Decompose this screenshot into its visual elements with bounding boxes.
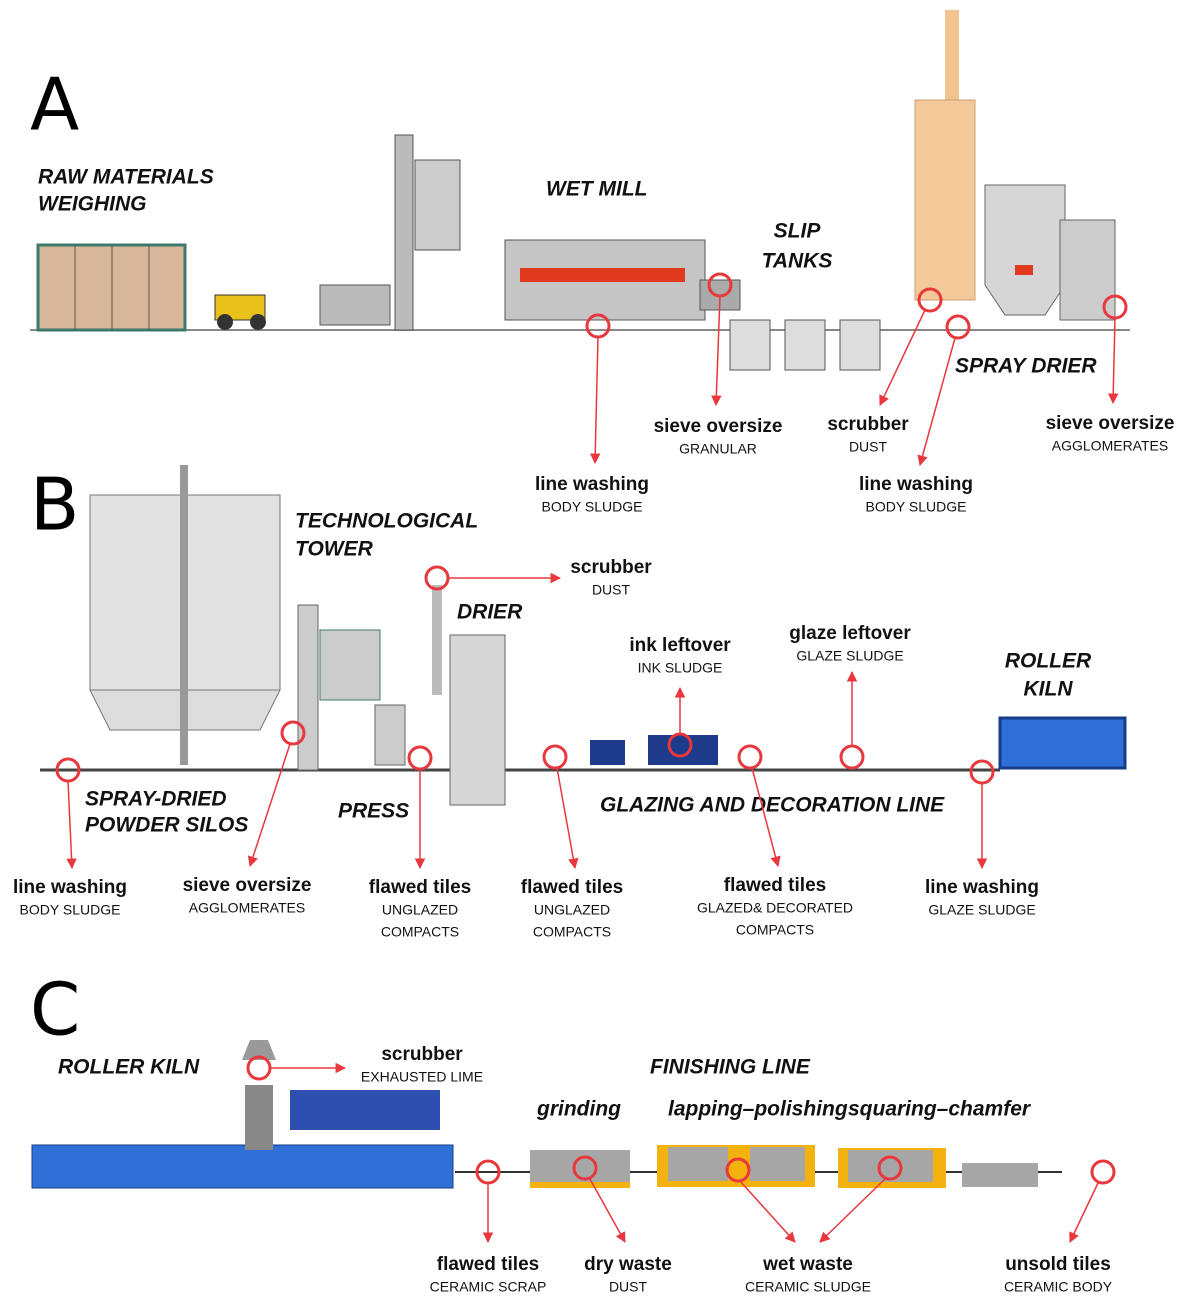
- waste-name: wet waste: [762, 1254, 853, 1275]
- waste-name: sieve oversize: [654, 416, 783, 437]
- stage-label: FINISHING LINE: [650, 1056, 811, 1079]
- stage-label: DRIER: [457, 601, 523, 624]
- waste-point: [877, 1155, 903, 1181]
- waste-arrow: [589, 1178, 626, 1243]
- panel-letter: C: [30, 968, 80, 1052]
- stage-label: PRESS: [338, 800, 409, 823]
- waste-type: EXHAUSTED LIME: [361, 1069, 483, 1085]
- stage-label: SPRAY DRIER: [955, 355, 1097, 378]
- waste-type: CERAMIC BODY: [1004, 1279, 1113, 1295]
- waste-arrow: [1107, 317, 1119, 405]
- waste-point: [542, 744, 568, 770]
- waste-type: COMPACTS: [736, 922, 814, 938]
- waste-point: [725, 1157, 751, 1183]
- waste-name: ink leftover: [629, 635, 731, 656]
- waste-point: [917, 287, 943, 313]
- waste-point: [839, 744, 865, 770]
- waste-type: GLAZE SLUDGE: [928, 902, 1035, 918]
- waste-name: flawed tiles: [369, 877, 471, 898]
- stage-label: WEIGHING: [38, 193, 147, 216]
- waste-arrow: [1069, 1182, 1099, 1243]
- waste-type: UNGLAZED: [534, 902, 610, 918]
- stage-label: grinding: [536, 1098, 621, 1121]
- waste-type: DUST: [849, 439, 888, 455]
- waste-name: flawed tiles: [437, 1254, 539, 1275]
- waste-type: BODY SLUDGE: [542, 499, 643, 515]
- waste-name: unsold tiles: [1005, 1254, 1111, 1275]
- waste-arrow: [819, 1178, 886, 1243]
- waste-name: flawed tiles: [724, 875, 826, 896]
- waste-name: sieve oversize: [1046, 413, 1175, 434]
- waste-type: GRANULAR: [679, 441, 757, 457]
- waste-type: AGGLOMERATES: [189, 900, 305, 916]
- stage-label: RAW MATERIALS: [38, 166, 214, 189]
- waste-arrow: [917, 337, 956, 467]
- waste-arrow: [711, 295, 722, 407]
- waste-type: AGGLOMERATES: [1052, 438, 1168, 454]
- stage-label: squaring–chamfer: [848, 1098, 1032, 1121]
- waste-point: [407, 745, 433, 771]
- stage-label: WET MILL: [546, 178, 647, 201]
- waste-arrow: [66, 780, 77, 870]
- waste-name: line washing: [13, 877, 127, 898]
- stage-label: TANKS: [762, 250, 833, 273]
- stage-label: ROLLER: [1005, 650, 1092, 673]
- stage-label: ROLLER KILN: [58, 1056, 200, 1079]
- panel-a-plant: [30, 10, 1130, 371]
- waste-name: glaze leftover: [789, 623, 911, 644]
- waste-arrow: [247, 743, 291, 867]
- stage-label: KILN: [1024, 678, 1074, 701]
- panel-letter: B: [30, 463, 79, 547]
- waste-name: line washing: [925, 877, 1039, 898]
- waste-type: UNGLAZED: [382, 902, 458, 918]
- stage-label: lapping–polishing: [668, 1098, 848, 1121]
- waste-point: [737, 744, 763, 770]
- waste-point: [280, 720, 306, 746]
- waste-point: [246, 1055, 272, 1081]
- waste-name: scrubber: [381, 1044, 463, 1065]
- panel-b-plant: [40, 465, 1127, 806]
- stage-label: TECHNOLOGICAL: [295, 510, 478, 533]
- stage-label: POWDER SILOS: [85, 814, 248, 837]
- waste-name: line washing: [535, 474, 649, 495]
- waste-name: scrubber: [570, 557, 652, 578]
- waste-type: CERAMIC SLUDGE: [745, 1279, 871, 1295]
- waste-name: flawed tiles: [521, 877, 623, 898]
- waste-point: [572, 1155, 598, 1181]
- waste-type: COMPACTS: [533, 924, 611, 940]
- waste-type: GLAZE SLUDGE: [796, 648, 903, 664]
- waste-arrow: [589, 336, 601, 465]
- waste-point: [1090, 1159, 1116, 1185]
- waste-name: line washing: [859, 474, 973, 495]
- waste-name: scrubber: [827, 414, 909, 435]
- waste-point: [667, 732, 693, 758]
- waste-type: BODY SLUDGE: [866, 499, 967, 515]
- stage-label: TOWER: [295, 538, 374, 561]
- stage-label: SLIP: [774, 220, 822, 243]
- panel-letter: A: [30, 63, 79, 147]
- stage-label: GLAZING AND DECORATION LINE: [600, 794, 945, 817]
- waste-type: BODY SLUDGE: [20, 902, 121, 918]
- waste-type: CERAMIC SCRAP: [430, 1279, 547, 1295]
- waste-point: [969, 759, 995, 785]
- stage-label: SPRAY-DRIED: [85, 788, 227, 811]
- waste-type: DUST: [592, 582, 631, 598]
- waste-type: DUST: [609, 1279, 648, 1295]
- waste-arrow: [751, 767, 781, 868]
- waste-type: GLAZED& DECORATED: [697, 900, 853, 916]
- waste-name: dry waste: [584, 1254, 672, 1275]
- waste-type: COMPACTS: [381, 924, 459, 940]
- waste-name: sieve oversize: [183, 875, 312, 896]
- waste-arrow: [879, 309, 926, 406]
- waste-arrow: [739, 1180, 796, 1243]
- waste-type: INK SLUDGE: [638, 660, 723, 676]
- panel-c-plant: [31, 1040, 1062, 1189]
- waste-point: [945, 314, 971, 340]
- waste-arrow: [556, 767, 579, 870]
